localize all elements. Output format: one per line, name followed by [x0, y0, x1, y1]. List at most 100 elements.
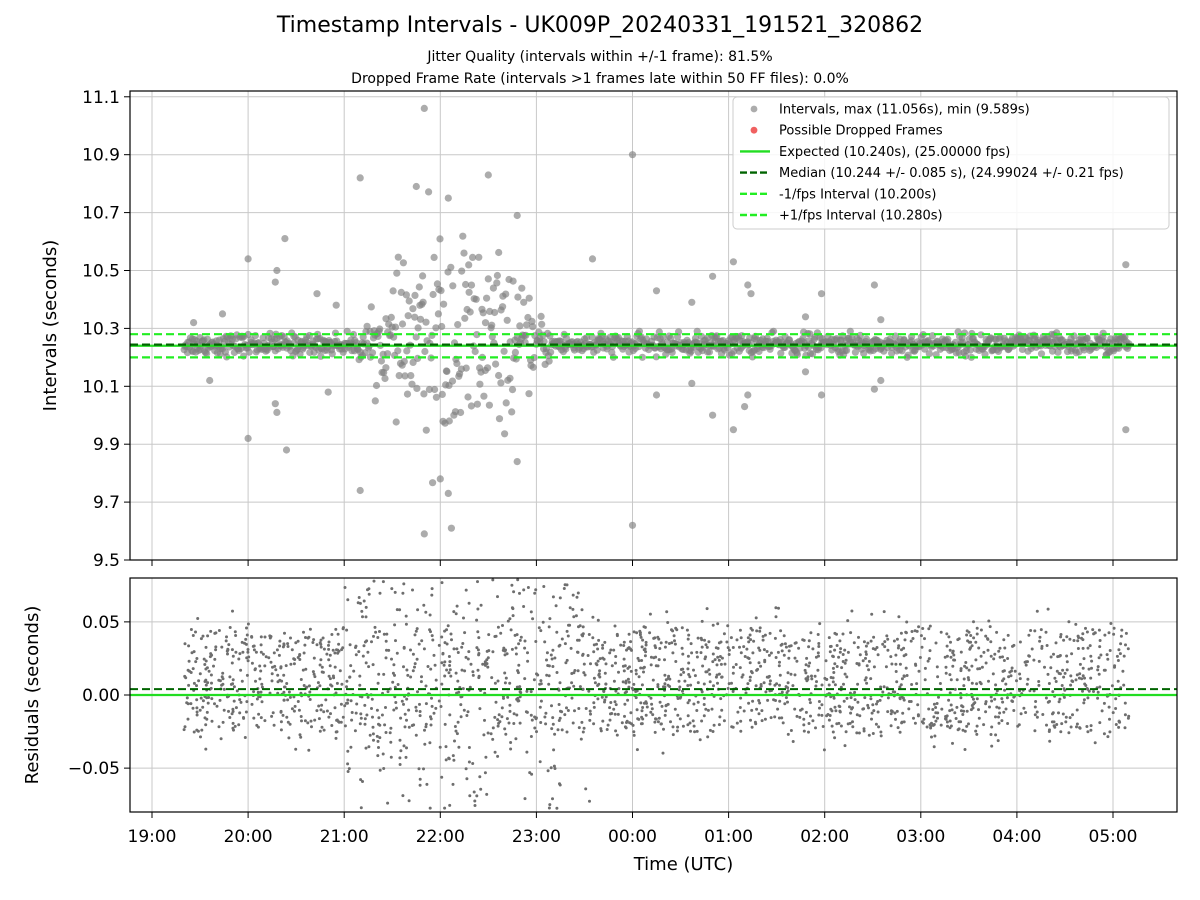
residual-point [383, 723, 387, 727]
interval-point [419, 298, 427, 306]
residual-point [957, 720, 961, 724]
residual-point [390, 657, 393, 661]
interval-outlier-point [444, 489, 452, 497]
residual-point [484, 755, 488, 759]
residual-point [641, 706, 645, 709]
residual-point [612, 648, 616, 652]
residual-point [534, 640, 538, 643]
residual-point [953, 658, 957, 662]
residual-point [782, 634, 786, 638]
residual-point [240, 640, 244, 644]
interval-outlier-point [513, 211, 521, 220]
interval-outlier-point [271, 278, 279, 286]
residual-point [1081, 674, 1085, 678]
residual-point [755, 707, 759, 711]
residual-point [915, 682, 919, 686]
residual-point [320, 703, 324, 707]
residual-point [687, 633, 691, 637]
residual-point [428, 806, 432, 810]
residual-point [318, 729, 322, 733]
residual-point [1093, 631, 1097, 635]
residual-point [696, 681, 700, 685]
residual-point [1089, 676, 1093, 680]
residual-point [731, 646, 735, 649]
residual-point [476, 648, 480, 652]
interval-point [545, 357, 553, 365]
interval-outlier-point [741, 403, 749, 411]
interval-point [405, 297, 413, 305]
residual-point [268, 691, 272, 695]
residual-point [746, 682, 750, 686]
residual-point [221, 671, 225, 675]
interval-outlier-point [817, 391, 826, 399]
residual-point [240, 679, 244, 683]
residual-point [773, 715, 777, 719]
residual-point [245, 700, 249, 704]
residual-point [350, 711, 354, 714]
residual-point [283, 631, 286, 635]
residual-point [1012, 709, 1016, 712]
residual-point [568, 606, 572, 610]
residual-point [493, 681, 497, 685]
residual-point [1085, 630, 1089, 634]
residual-point [811, 647, 815, 651]
residual-point [916, 714, 920, 718]
residual-point [927, 707, 931, 711]
residual-point [502, 648, 506, 652]
residual-point [1024, 711, 1028, 714]
interval-point [522, 331, 530, 339]
residual-point [231, 726, 235, 730]
residual-point [1038, 635, 1042, 639]
residual-point [920, 645, 924, 649]
interval-outlier-point [420, 530, 428, 538]
residual-point [518, 638, 522, 642]
residual-point [1108, 717, 1111, 721]
residual-point [671, 725, 675, 729]
residual-point [622, 644, 626, 647]
residual-point [525, 710, 529, 714]
residual-point [604, 682, 608, 686]
residual-point [878, 698, 882, 702]
residual-point [1100, 709, 1104, 713]
residual-point [932, 745, 936, 749]
residual-point [612, 679, 616, 683]
residual-point [706, 735, 710, 739]
residual-point [870, 711, 874, 715]
residual-point [325, 709, 329, 713]
legend-label: Intervals, max (11.056s), min (9.589s) [779, 103, 1030, 118]
residual-point [252, 690, 256, 694]
residual-point [634, 668, 638, 672]
residual-point [972, 697, 975, 701]
residual-point [886, 710, 890, 714]
residual-point [195, 710, 199, 714]
residual-point [652, 656, 656, 660]
residual-point [327, 658, 331, 662]
residual-point [934, 641, 938, 645]
residual-point [798, 715, 802, 719]
residual-point [1106, 735, 1110, 739]
residual-point [889, 724, 893, 728]
residual-point [1037, 680, 1041, 683]
residual-point [708, 680, 712, 684]
residual-point [682, 670, 686, 674]
residual-point [687, 661, 691, 665]
residual-point [476, 580, 479, 584]
residual-point [884, 665, 888, 669]
residual-point [937, 695, 940, 699]
residual-point [629, 640, 633, 644]
residual-point [808, 661, 812, 665]
residual-point [372, 738, 375, 742]
residual-point [921, 627, 925, 630]
residual-point [372, 634, 375, 638]
residual-point [1050, 720, 1054, 724]
residual-point [290, 648, 294, 652]
residual-point [554, 604, 558, 608]
residual-point [636, 656, 640, 660]
interval-point [862, 335, 871, 343]
residual-point [445, 668, 449, 672]
residual-point [558, 643, 562, 647]
residual-point [230, 648, 234, 652]
residual-point [851, 725, 855, 729]
residual-point [899, 631, 903, 635]
interval-point [408, 380, 416, 388]
